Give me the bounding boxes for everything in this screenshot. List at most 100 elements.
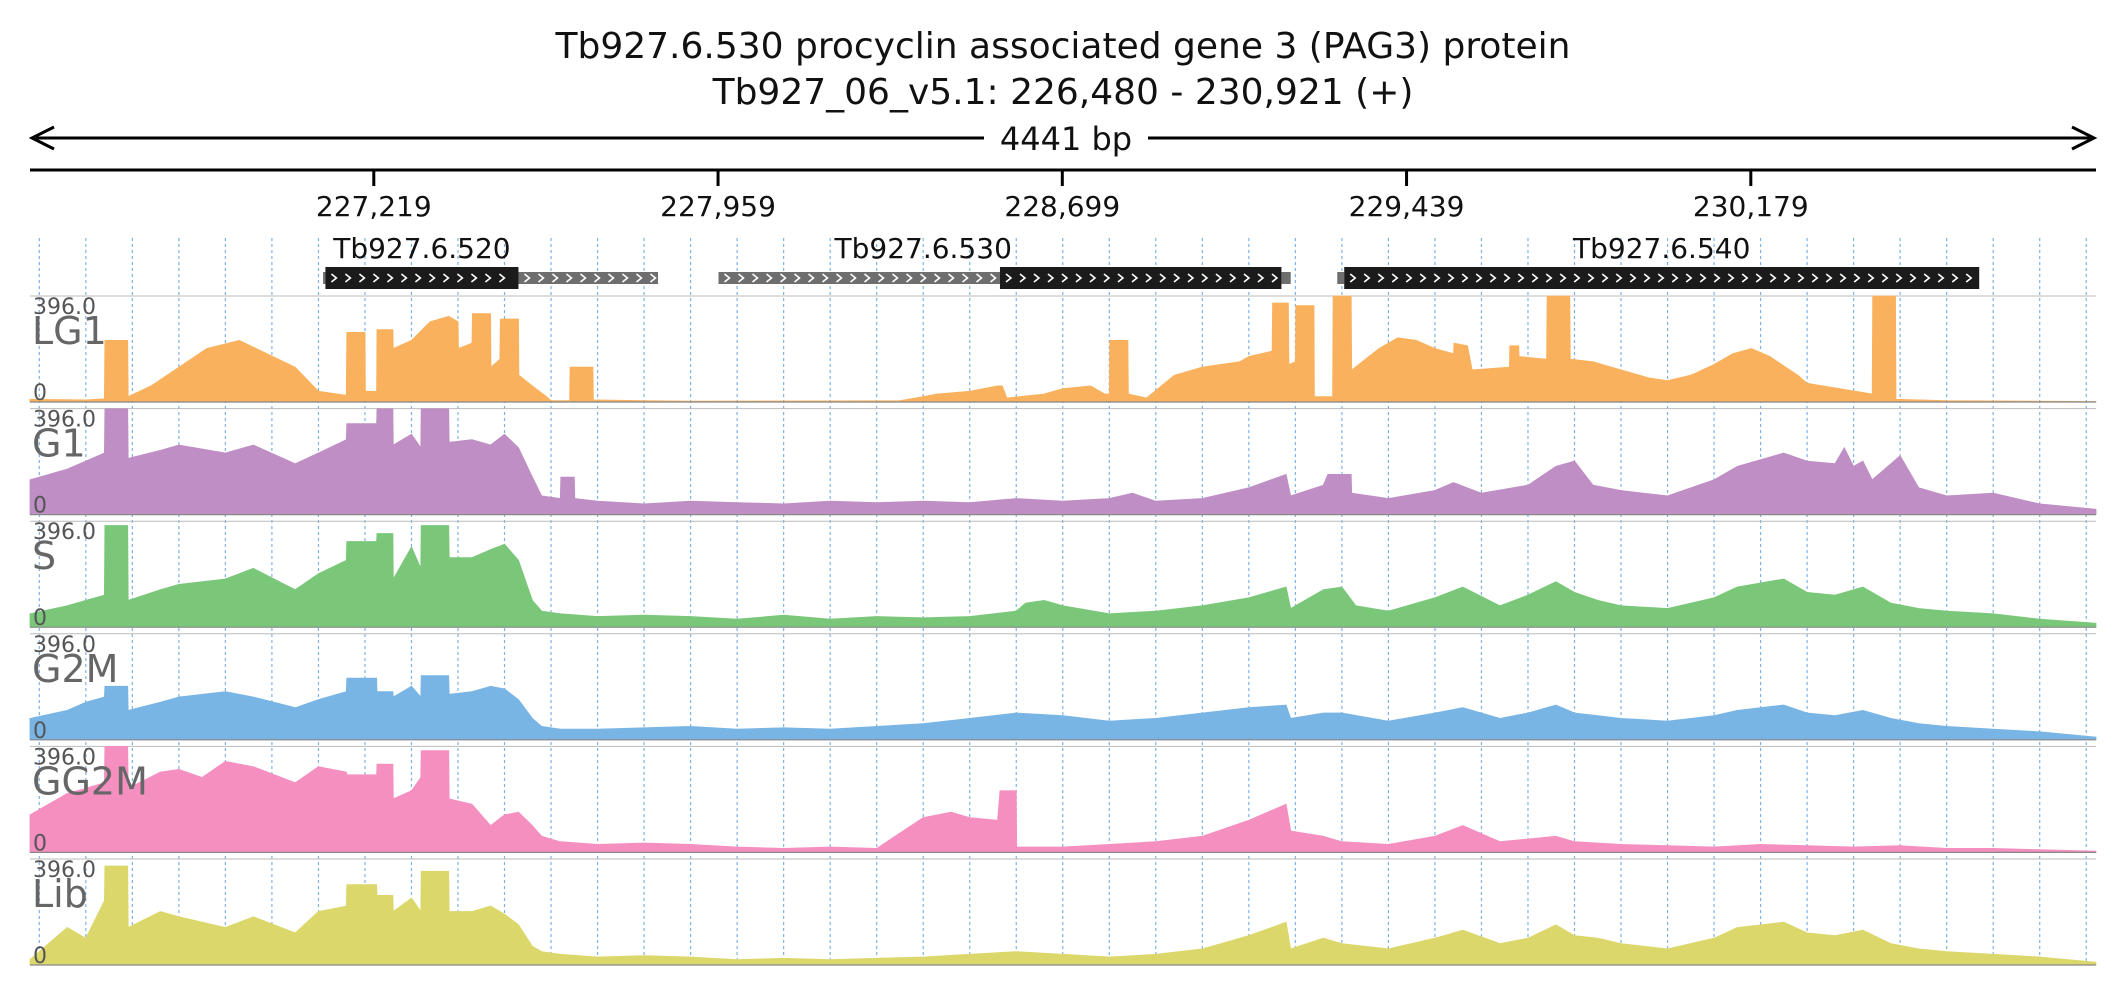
strand-chevron (864, 273, 871, 283)
strand-chevron (498, 273, 506, 283)
strand-chevron (1391, 273, 1399, 283)
strand-chevron (836, 273, 843, 283)
strand-chevron (1671, 273, 1679, 283)
gene-label: Tb927.6.540 (1572, 232, 1750, 265)
strand-chevron (579, 273, 587, 283)
strand-chevron (1881, 273, 1889, 283)
coverage-area-lib (29, 865, 2097, 966)
strand-chevron (414, 273, 422, 283)
track-ymax-label: 396.0 (33, 520, 96, 545)
strand-chevron (1377, 273, 1385, 283)
strand-chevron (344, 273, 352, 283)
strand-chevron (1937, 273, 1945, 283)
strand-chevron (1839, 273, 1847, 283)
strand-chevron (892, 273, 899, 283)
strand-chevron (1587, 273, 1595, 283)
span-arrow-left (28, 125, 55, 151)
strand-chevron (1061, 273, 1069, 283)
strand-chevron (1019, 273, 1027, 283)
track-ymin-label: 0 (33, 831, 47, 856)
coverage-tracks: 396.00LG1396.00G1396.00S396.00G2M396.00G… (29, 295, 2097, 969)
strand-chevron (1811, 273, 1819, 283)
track-ymin-label: 0 (33, 606, 47, 631)
chart-title: Tb927.6.530 procyclin associated gene 3 … (554, 26, 1570, 67)
strand-chevron (386, 273, 394, 283)
strand-chevron (1047, 273, 1055, 283)
strand-chevron (1615, 273, 1623, 283)
strand-chevron (1825, 273, 1833, 283)
gene-feature: Tb927.6.530 (718, 232, 1291, 289)
track-ymax-label: 396.0 (33, 633, 96, 658)
strand-chevron (442, 273, 450, 283)
strand-chevron (1187, 273, 1195, 283)
strand-chevron (1201, 273, 1209, 283)
span-indicator: 4441 bp (28, 120, 2098, 158)
strand-chevron (1159, 273, 1167, 283)
gene-utr-3prime (1281, 272, 1291, 284)
strand-chevron (1699, 273, 1707, 283)
strand-chevron (456, 273, 464, 283)
strand-chevron (470, 273, 478, 283)
strand-chevron (794, 273, 801, 283)
x-tick-label: 227,959 (660, 190, 776, 223)
strand-chevron (484, 273, 492, 283)
strand-chevron (1601, 273, 1609, 283)
strand-chevron (962, 273, 969, 283)
strand-chevron (1517, 273, 1525, 283)
strand-chevron (822, 273, 829, 283)
strand-chevron (607, 273, 615, 283)
gene-utr-5prime (323, 272, 326, 284)
strand-chevron (1243, 273, 1251, 283)
strand-chevron (934, 273, 941, 283)
strand-chevron (1117, 273, 1125, 283)
track-name-label: S (32, 534, 56, 578)
strand-chevron (1727, 273, 1735, 283)
strand-chevron (780, 273, 787, 283)
strand-chevron (1531, 273, 1539, 283)
strand-chevron (878, 273, 885, 283)
strand-chevron (1657, 273, 1665, 283)
gene-cds (325, 267, 519, 289)
track-ymax-label: 396.0 (33, 745, 96, 770)
x-axis-ticks: 227,219 227,959 228,699 229,439 230,179 (316, 170, 1809, 223)
strand-chevron (330, 273, 338, 283)
coverage-track: 396.0 0 G1 (29, 408, 2097, 519)
strand-chevron (1475, 273, 1483, 283)
gene-cds (999, 267, 1282, 289)
strand-chevron (1643, 273, 1651, 283)
strand-chevron (1923, 273, 1931, 283)
coverage-track: 396.0 0 G2M (29, 633, 2097, 744)
strand-chevron (1005, 273, 1013, 283)
strand-chevron (1131, 273, 1139, 283)
strand-chevron (1461, 273, 1469, 283)
strand-chevron (1145, 273, 1153, 283)
strand-chevron (428, 273, 436, 283)
strand-chevron (808, 273, 815, 283)
strand-chevron (976, 273, 983, 283)
gene-label: Tb927.6.530 (834, 232, 1012, 265)
strand-chevron (400, 273, 408, 283)
strand-chevron (1229, 273, 1237, 283)
strand-chevron (372, 273, 380, 283)
strand-chevron (1797, 273, 1805, 283)
track-name-label: G1 (32, 422, 86, 466)
strand-chevron (621, 273, 629, 283)
strand-chevron (593, 273, 601, 283)
track-name-label: GG2M (32, 759, 148, 803)
strand-chevron (358, 273, 366, 283)
strand-chevron (1545, 273, 1553, 283)
track-ymin-label: 0 (33, 381, 47, 406)
strand-chevron (948, 273, 955, 283)
track-name-label: G2M (32, 647, 118, 691)
x-tick-label: 228,699 (1004, 190, 1120, 223)
strand-chevron (635, 273, 643, 283)
gene-feature: Tb927.6.520 (323, 232, 659, 289)
strand-chevron (738, 273, 745, 283)
span-arrow-right (2071, 125, 2098, 151)
coverage-track: 396.0 0 Lib (29, 858, 2097, 969)
strand-chevron (1503, 273, 1511, 283)
strand-chevron (1783, 273, 1791, 283)
strand-chevron (1853, 273, 1861, 283)
